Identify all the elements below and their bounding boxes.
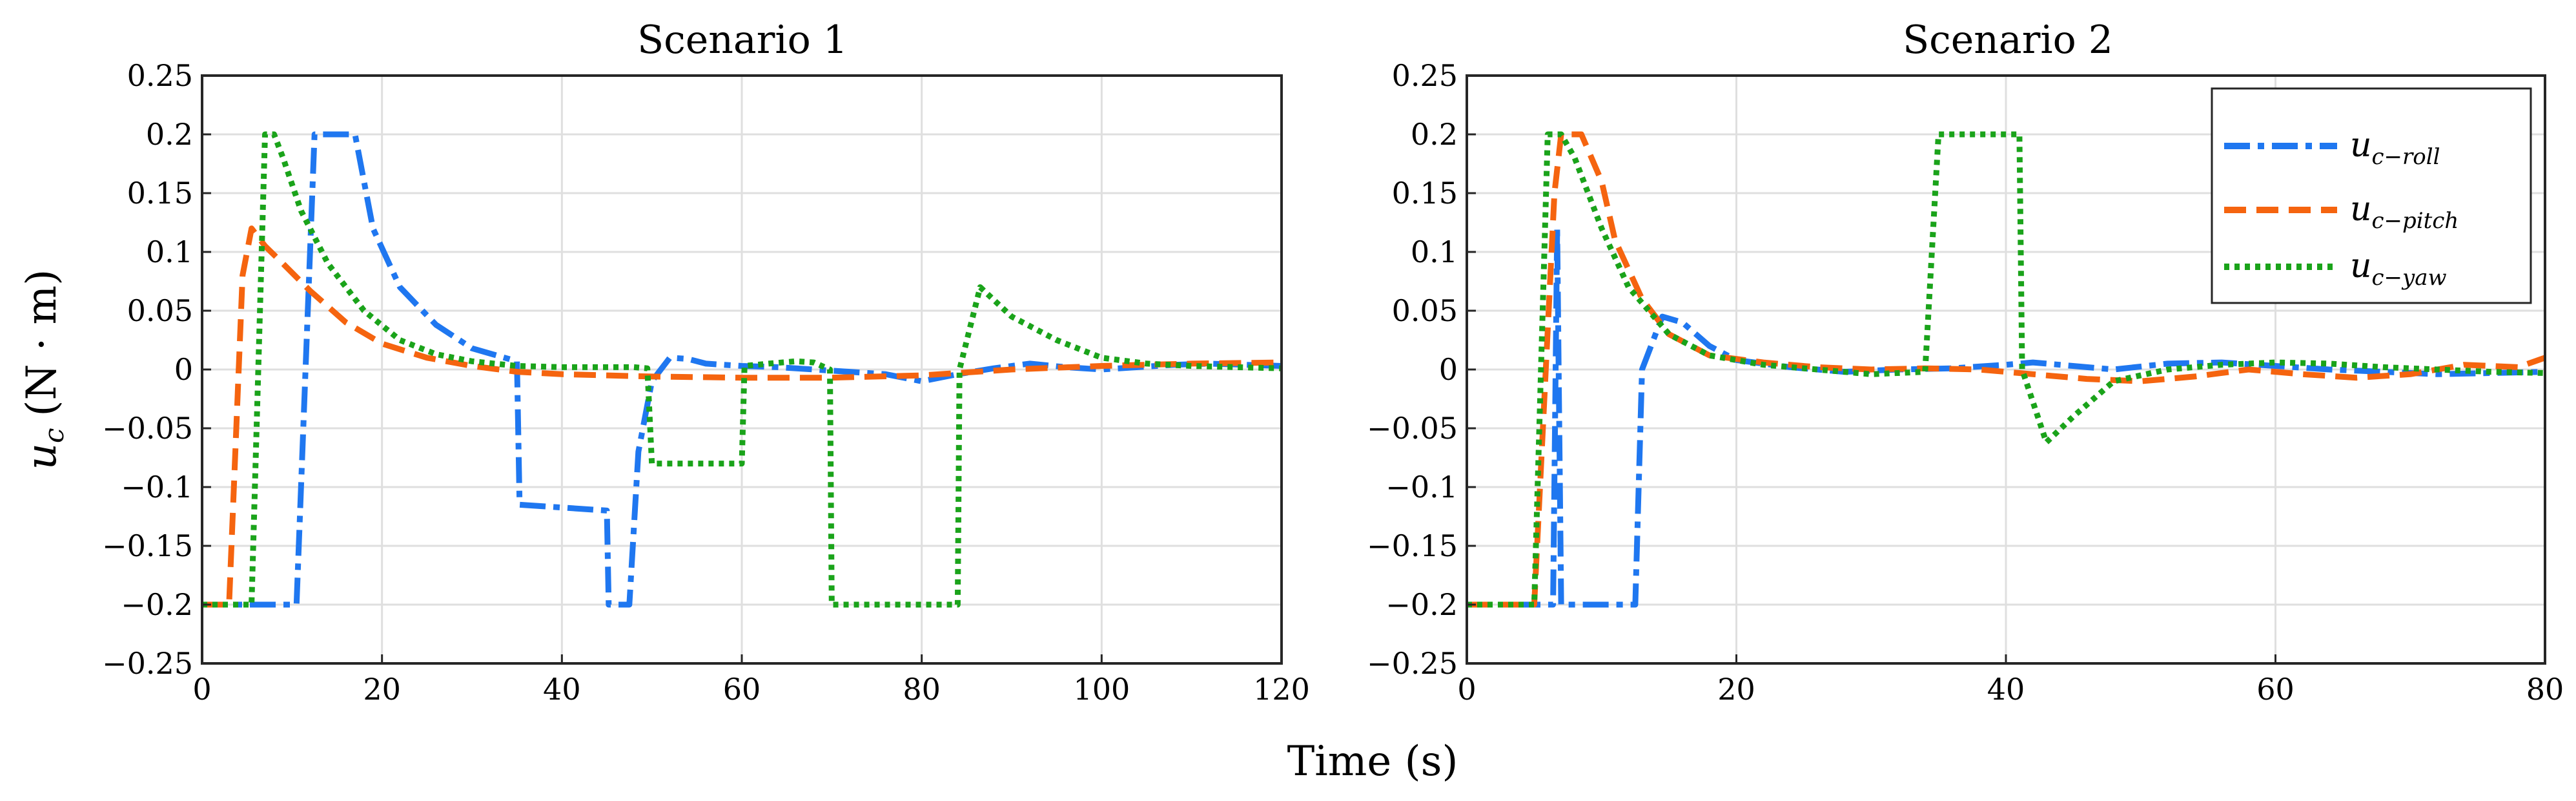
x-tick-label: 20: [363, 672, 401, 707]
y-tick-label: 0.05: [1392, 293, 1458, 328]
scenario-2-ticks: 0 20 40 60 80 −0.25 −0.2 −0.15 −0.1 −0.05 0 0.05 0.1…: [1367, 58, 2564, 707]
svg-text:uc(N · m): uc (N · m): [18, 269, 70, 470]
scenario-1-panel: Scenario 1 0 20 40 60 80 100 120 −0.25 −0.2 −0.15…: [102, 17, 1310, 707]
y-tick-label: 0.05: [127, 293, 193, 328]
x-tick-label: 120: [1253, 672, 1310, 707]
y-axis-label: uc (N · m): [18, 269, 70, 470]
legend-box: [2211, 87, 2532, 304]
y-tick-label: −0.2: [121, 587, 193, 622]
x-tick-label: 100: [1073, 672, 1130, 707]
legend: uc−roll uc−pitch uc−yaw: [2211, 87, 2532, 304]
legend-label-pitch-base: u: [2350, 190, 2372, 229]
x-tick-label: 80: [903, 672, 941, 707]
x-tick-label: 60: [723, 672, 761, 707]
y-tick-label: 0: [174, 352, 193, 387]
legend-label-roll-sub: c−roll: [2372, 144, 2440, 170]
x-tick-label: 0: [1457, 672, 1476, 707]
y-tick-label: 0.1: [146, 234, 193, 269]
legend-label-roll-base: u: [2350, 126, 2372, 165]
x-tick-label: 40: [543, 672, 581, 707]
y-tick-label: 0.15: [127, 176, 193, 211]
y-tick-label: −0.2: [1385, 587, 1458, 622]
x-tick-label: 60: [2256, 672, 2295, 707]
y-tick-label: −0.05: [102, 411, 193, 446]
legend-entry-pitch: uc−pitch: [2224, 190, 2458, 234]
y-tick-label: −0.15: [1367, 528, 1458, 563]
y-tick-label: 0: [1439, 352, 1458, 387]
y-tick-label: 0.25: [1392, 58, 1458, 93]
x-tick-label: 20: [1717, 672, 1755, 707]
legend-entry-yaw: uc−yaw: [2224, 247, 2447, 291]
y-tick-label: −0.15: [102, 528, 193, 563]
svg-text:uc−roll: uc−roll: [2350, 126, 2440, 170]
legend-entry-roll: uc−roll: [2224, 126, 2440, 170]
series-line-yaw: [1467, 131, 2546, 608]
y-tick-label: −0.25: [1367, 646, 1458, 681]
scenario-2-panel: Scenario 2 0 20 40 60 80 −0.25 −0.2 −0.15 −0.1 −0…: [1367, 17, 2564, 707]
y-tick-label: −0.1: [121, 470, 193, 505]
y-tick-label: 0.25: [127, 58, 193, 93]
legend-label-yaw-sub: c−yaw: [2372, 265, 2447, 291]
series-line-pitch: [1467, 131, 2546, 608]
x-axis-label: Time (s): [1287, 738, 1458, 785]
x-tick-label: 80: [2526, 672, 2564, 707]
y-axis-label-symbol: u: [18, 443, 66, 470]
y-tick-label: 0.1: [1411, 234, 1458, 269]
scenario-1-series: [202, 131, 1282, 608]
svg-text:uc−yaw: uc−yaw: [2350, 247, 2447, 291]
y-tick-label: −0.1: [1385, 470, 1458, 505]
y-tick-label: −0.25: [102, 646, 193, 681]
y-tick-label: 0.2: [1411, 117, 1458, 152]
x-tick-label: 40: [1987, 672, 2025, 707]
y-tick-label: 0.15: [1392, 176, 1458, 211]
scenario-2-title: Scenario 2: [1903, 17, 2113, 63]
y-axis-label-unit: (N · m): [18, 269, 66, 417]
y-axis-label-subscript: c: [38, 428, 70, 443]
series-line-pitch: [202, 225, 1282, 608]
scenario-1-ticks: 0 20 40 60 80 100 120 −0.25 −0.2 −0.15 −0.1 −0.05 0 0…: [102, 58, 1310, 707]
svg-text:uc−pitch: uc−pitch: [2350, 190, 2458, 234]
scenario-2-series: [1467, 131, 2546, 608]
series-line-roll: [1467, 225, 2546, 608]
y-tick-label: 0.2: [146, 117, 193, 152]
x-tick-label: 0: [192, 672, 211, 707]
legend-label-pitch-sub: c−pitch: [2372, 208, 2459, 234]
scenario-1-title: Scenario 1: [637, 17, 848, 63]
legend-label-yaw-base: u: [2350, 247, 2372, 286]
y-tick-label: −0.05: [1367, 411, 1458, 446]
